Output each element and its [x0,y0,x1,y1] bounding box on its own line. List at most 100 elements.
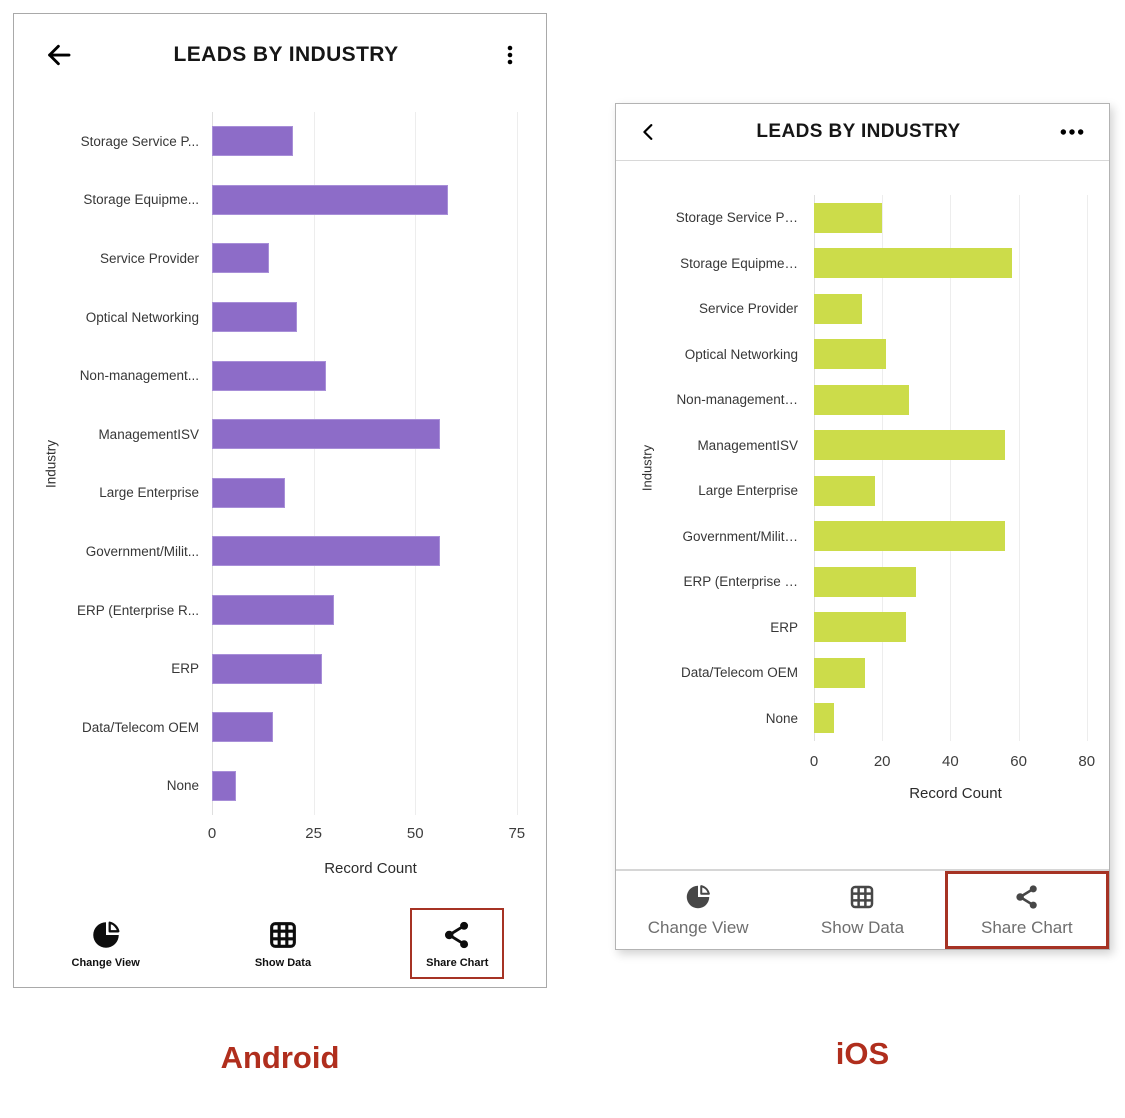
x-tick-label: 50 [406,825,424,843]
bar [814,293,862,324]
category-label: Service Provider [99,250,199,266]
category-label: Optical Networking [684,346,798,362]
bar [814,703,835,734]
show-data-button[interactable]: Show Data [780,871,944,949]
bar [212,360,326,391]
bar [212,770,237,801]
chart-row: Storage Equipme… [616,241,1109,287]
category-label: Data/Telecom OEM [680,665,798,681]
bar-track [814,423,1097,469]
chart-row: Large Enterprise [14,464,546,523]
category-label: None [765,710,798,726]
share-chart-label: Share Chart [980,918,1073,937]
gridline [814,195,815,741]
bar-chart-ios: Storage Service P… Storage Equipme… Servic… [616,195,1109,802]
bar-track [814,605,1097,651]
ios-toolbar: Change View Show Data Share Chart [616,869,1109,949]
bar [814,657,866,688]
x-tick-label: 60 [1010,753,1027,770]
show-data-button[interactable]: Show Data [239,908,327,979]
bar-track [212,405,529,464]
category-label: ERP (Enterprise R... [76,602,199,618]
share-chart-button[interactable]: Share Chart [410,908,505,979]
pie-chart-icon [683,882,713,912]
category-label: Storage Service P... [80,133,199,149]
chart-row: Optical Networking [14,288,546,347]
category-label: Optical Networking [85,309,199,325]
pie-chart-icon [89,918,123,952]
ios-screenshot-panel: LEADS BY INDUSTRY Storage Service P… Stor… [615,103,1110,950]
x-tick-label: 80 [1078,753,1096,770]
android-header: LEADS BY INDUSTRY [14,14,546,88]
category-label: Non-management... [79,368,199,384]
bar-track [814,377,1097,423]
bar-track [212,346,529,405]
share-icon [440,918,474,952]
bar [212,184,448,215]
change-view-label: Change View [71,957,140,969]
chart-row: None [616,696,1109,742]
bar-track [814,468,1097,514]
grid-layer [814,195,1097,741]
page-title: LEADS BY INDUSTRY [173,43,399,66]
y-axis-title: Industry [639,444,655,492]
kebab-menu-icon[interactable] [498,42,522,68]
bar [212,126,294,157]
back-arrow-icon[interactable] [44,40,74,70]
x-tick-label: 75 [508,825,526,843]
x-axis-ticks: 0 20 40 60 80 [810,753,1097,775]
gridline [516,112,518,816]
bar [212,302,298,333]
category-label: Service Provider [698,301,798,317]
bar [814,248,1012,279]
x-tick-label: 0 [207,825,217,843]
bar [814,566,917,597]
bar [212,419,440,450]
chart-row: ERP [14,639,546,698]
bar-track [212,464,529,523]
show-data-label: Show Data [820,918,905,937]
chart-row: Large Enterprise [616,468,1109,514]
category-label: Government/Milit… [682,528,798,544]
gridline [1018,195,1020,741]
android-toolbar: Change View Show Data Share Chart [14,908,546,979]
change-view-button[interactable]: Change View [56,908,156,979]
bar-track [212,171,529,230]
chart-row: None [14,757,546,816]
x-tick-label: 25 [305,825,322,843]
chart-row: Storage Service P… [616,195,1109,241]
category-label: ManagementISV [98,426,199,442]
bar-track [212,288,529,347]
bar [212,243,269,274]
gridline [212,112,213,816]
chart-row: Non-management… [616,377,1109,423]
chart-row: Data/Telecom OEM [616,650,1109,696]
bar [814,612,907,643]
bar [814,521,1005,552]
share-chart-button[interactable]: Share Chart [944,871,1109,949]
category-label: None [166,778,199,794]
chart-row: Government/Milit… [616,514,1109,560]
gridline [882,195,884,741]
chart-row: Service Provider [14,229,546,288]
chevron-left-icon[interactable] [638,119,660,145]
change-view-button[interactable]: Change View [616,871,780,949]
bar-track [814,332,1097,378]
ios-header: LEADS BY INDUSTRY [616,104,1109,161]
category-label: Government/Milit... [85,543,199,559]
chart-row: Government/Milit... [14,522,546,581]
caption-android: Android [220,1040,340,1075]
chart-row: ManagementISV [616,423,1109,469]
category-label: Large Enterprise [99,485,199,501]
x-tick-label: 40 [942,753,959,770]
chart-rows: Storage Service P… Storage Equipme… Servic… [616,195,1109,741]
bar [212,595,334,626]
bar-track [212,112,529,171]
chart-row: ERP [616,605,1109,651]
plot-area: Storage Service P… Storage Equipme… Servic… [616,195,1109,741]
bar [212,653,322,684]
chart-row: ERP (Enterprise R... [14,581,546,640]
ellipsis-menu-icon[interactable] [1057,119,1087,145]
bar-track [212,757,529,816]
x-tick-label: 20 [873,753,891,770]
